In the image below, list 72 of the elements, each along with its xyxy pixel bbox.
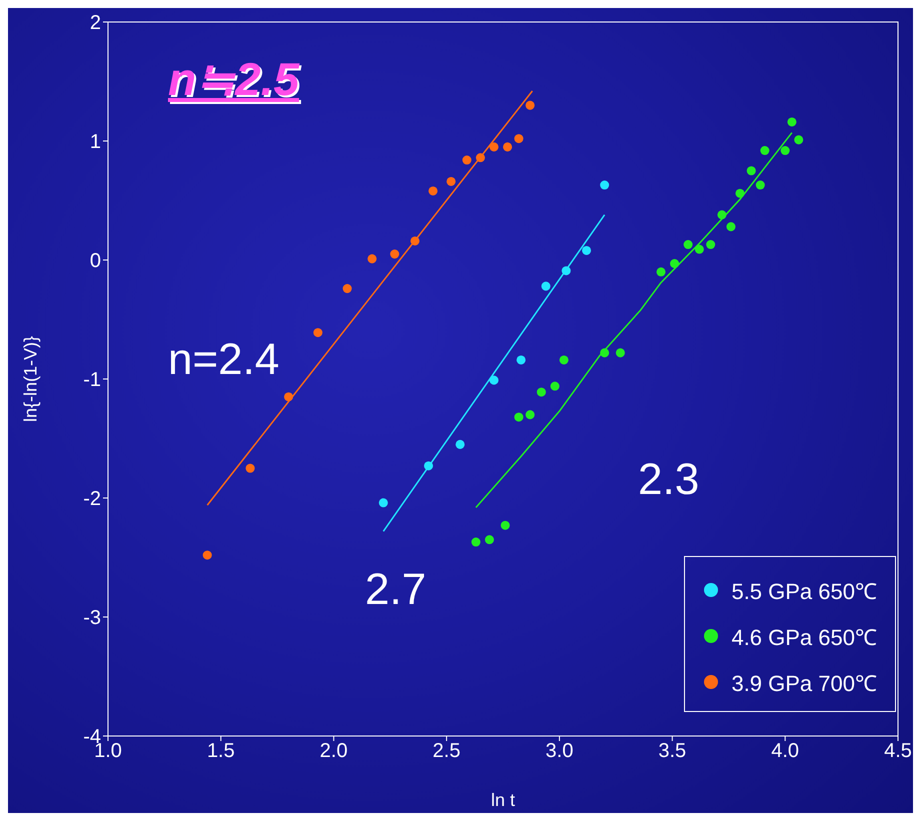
- legend-label: 3.9 GPa 700℃: [731, 670, 877, 697]
- x-tick-label: 2.5: [432, 740, 460, 762]
- y-tick-label: -3: [83, 607, 101, 630]
- point: [342, 284, 352, 294]
- point: [456, 440, 465, 449]
- point: [246, 464, 255, 473]
- point: [706, 240, 716, 250]
- point: [582, 246, 592, 255]
- x-tick-label: 4.0: [771, 740, 800, 762]
- point: [471, 538, 480, 547]
- point: [503, 142, 512, 152]
- line-series: [475, 132, 793, 508]
- point: [368, 254, 377, 264]
- point: [600, 180, 610, 190]
- point: [526, 100, 535, 110]
- legend-label: 4.6 GPa 650℃: [731, 624, 877, 651]
- point: [735, 188, 745, 198]
- point: [313, 328, 322, 338]
- x-tick-label: 1.5: [206, 740, 235, 762]
- point: [428, 186, 438, 196]
- y-tick-label: 0: [90, 250, 101, 272]
- point: [726, 222, 736, 232]
- point: [746, 166, 756, 176]
- y-tick-label: 1: [90, 131, 101, 154]
- point: [424, 461, 434, 470]
- point: [446, 176, 456, 186]
- point: [656, 267, 666, 276]
- point: [484, 535, 494, 544]
- point: [550, 382, 560, 391]
- point: [616, 348, 625, 358]
- point: [780, 146, 790, 156]
- y-tick-label: 2: [90, 12, 101, 34]
- point: [787, 117, 796, 126]
- x-tick-label: 2.0: [320, 740, 348, 762]
- point: [514, 412, 524, 422]
- x-tick-label: 3.0: [546, 740, 574, 762]
- point: [378, 498, 388, 508]
- point: [410, 236, 420, 246]
- point: [541, 282, 550, 291]
- point: [717, 210, 726, 220]
- point: [390, 250, 400, 259]
- point: [202, 550, 212, 560]
- point: [536, 388, 546, 397]
- point: [514, 134, 524, 144]
- point: [760, 146, 770, 156]
- text: n≒2.5: [168, 53, 300, 105]
- x-tick-label: 4.5: [884, 740, 912, 762]
- point: [516, 355, 526, 364]
- y-tick-label: -1: [83, 369, 101, 392]
- x-tick-label: 3.5: [658, 740, 686, 762]
- point: [600, 348, 610, 358]
- point: [284, 392, 294, 402]
- point: [500, 520, 510, 530]
- point: [526, 410, 535, 420]
- point: [794, 135, 804, 144]
- annotation: n=2.4: [168, 335, 280, 384]
- annotation: 2.3: [638, 455, 700, 504]
- x-axis-title: ln t: [490, 790, 516, 810]
- annotation: 2.7: [365, 565, 426, 614]
- point: [559, 355, 568, 364]
- point: [476, 153, 485, 162]
- point: [562, 266, 571, 276]
- y-axis-title: ln{-ln(1-V)}: [20, 336, 40, 422]
- point: [684, 240, 693, 250]
- point: [489, 142, 498, 152]
- point: [462, 156, 472, 165]
- point: [756, 180, 765, 190]
- point: [694, 244, 704, 254]
- point: [489, 376, 498, 385]
- point: [670, 259, 680, 268]
- y-tick-label: -2: [83, 488, 101, 510]
- legend-label: 5.5 GPa 650℃: [731, 578, 877, 605]
